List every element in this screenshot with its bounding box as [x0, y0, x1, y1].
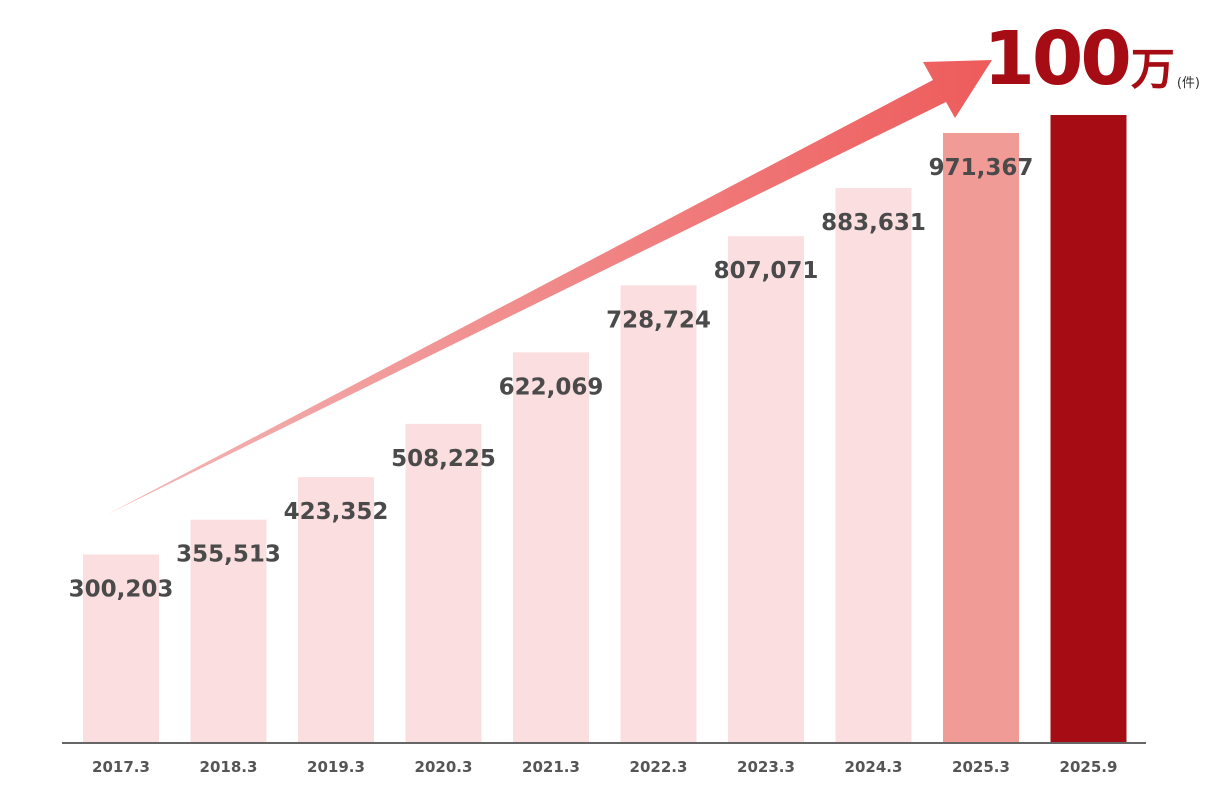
x-tick-label: 2020.3 [415, 758, 473, 776]
trend-arrow [108, 60, 992, 514]
bars-group [83, 115, 1127, 744]
bar-2024.3 [835, 188, 912, 744]
bar-value-label: 883,631 [821, 210, 926, 236]
bar-2020.3 [405, 423, 482, 743]
x-tick-label: 2024.3 [845, 758, 903, 776]
bar-value-label: 300,203 [69, 576, 174, 602]
bar-2021.3 [513, 352, 589, 743]
x-tick-label: 2025.3 [952, 758, 1010, 776]
x-tick-label: 2022.3 [630, 758, 688, 776]
x-tick-label: 2025.9 [1060, 758, 1118, 776]
headline-total: 100 万 (件) [983, 22, 1200, 96]
bar-value-label: 423,352 [284, 499, 389, 525]
bar-2025.3 [943, 132, 1019, 744]
bar-2019.3 [298, 477, 374, 743]
headline-number: 100 [983, 16, 1131, 102]
bar-2023.3 [728, 236, 804, 743]
bar-value-label: 622,069 [499, 374, 604, 400]
x-tick-label: 2019.3 [307, 758, 365, 776]
bar-2018.3 [190, 519, 267, 743]
bar-2022.3 [620, 285, 697, 743]
bar-2025.9 [1050, 115, 1127, 743]
x-tick-label: 2021.3 [522, 758, 580, 776]
bar-value-label: 508,225 [391, 446, 496, 472]
bar-value-label: 807,071 [714, 258, 819, 284]
x-tick-label: 2023.3 [737, 758, 795, 776]
bar-2017.3 [83, 554, 159, 743]
x-tick-label: 2017.3 [92, 758, 150, 776]
x-tick-labels-group: 2017.3 2018.3 2019.3 2020.3 2021.3 2022.3 2023… [92, 758, 1117, 776]
bar-value-label: 971,367 [929, 155, 1034, 181]
headline-unit: 万 [1130, 44, 1175, 95]
headline-suffix: (件) [1176, 76, 1200, 91]
bar-value-label: 728,724 [606, 307, 711, 333]
bar-value-label: 355,513 [176, 542, 281, 568]
x-tick-label: 2018.3 [200, 758, 258, 776]
